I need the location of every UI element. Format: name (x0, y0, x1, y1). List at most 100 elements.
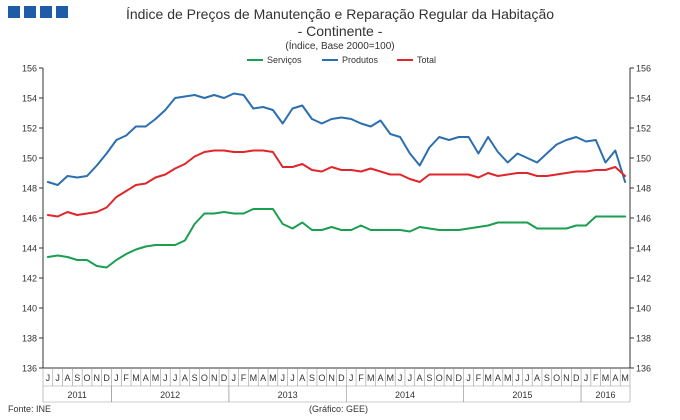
month-tick-label: O (553, 373, 560, 383)
month-tick-label: M (269, 373, 277, 383)
series-line-total (46, 149, 627, 218)
month-tick-label: J (46, 373, 51, 383)
y-tick-label-right: 142 (636, 274, 651, 284)
y-tick-label-right: 148 (636, 184, 651, 194)
y-tick-label-right: 140 (636, 304, 651, 314)
month-tick-label: M (152, 373, 160, 383)
month-tick-label: J (466, 373, 471, 383)
y-tick-label-left: 146 (22, 214, 37, 224)
y-tick-label-right: 144 (636, 244, 651, 254)
month-tick-label: M (484, 373, 492, 383)
y-tick-label-right: 152 (636, 124, 651, 134)
month-tick-label: N (94, 373, 101, 383)
legend-label: Total (417, 55, 436, 65)
month-tick-label: O (84, 373, 91, 383)
ine-logo-icon (8, 6, 68, 18)
month-tick-label: A (612, 373, 618, 383)
month-tick-label: N (328, 373, 335, 383)
year-label: 2014 (395, 390, 415, 400)
month-tick-label: J (584, 373, 589, 383)
month-tick-label: A (299, 373, 305, 383)
month-tick-label: S (544, 373, 550, 383)
month-tick-label: J (515, 373, 520, 383)
month-tick-label: S (426, 373, 432, 383)
chart-subtitle: - Continente - (297, 23, 383, 39)
month-tick-label: O (318, 373, 325, 383)
month-tick-label: M (132, 373, 140, 383)
month-tick-label: F (241, 373, 247, 383)
month-tick-label: J (398, 373, 403, 383)
month-tick-label: N (211, 373, 218, 383)
month-tick-label: S (309, 373, 315, 383)
month-tick-label: A (143, 373, 149, 383)
month-tick-label: J (55, 373, 60, 383)
month-tick-label: D (456, 373, 463, 383)
month-tick-label: J (525, 373, 530, 383)
year-label: 2012 (160, 390, 180, 400)
year-label: 2011 (68, 390, 87, 400)
month-tick-label: A (495, 373, 501, 383)
month-tick-label: F (593, 373, 599, 383)
month-tick-label: J (114, 373, 119, 383)
y-tick-label-left: 140 (22, 304, 37, 314)
y-tick-label-left: 148 (22, 184, 37, 194)
source-label: Fonte: INE (8, 404, 52, 414)
y-tick-label-right: 154 (636, 94, 651, 104)
chart-unit-label: (Índice, Base 2000=100) (285, 41, 395, 52)
month-tick-label: S (192, 373, 198, 383)
month-tick-label: A (64, 373, 70, 383)
year-label: 2013 (278, 390, 298, 400)
credit-label: (Gráfico: GEE) (309, 404, 369, 414)
y-tick-label-left: 152 (22, 124, 37, 134)
month-tick-label: D (103, 373, 110, 383)
month-tick-label: F (358, 373, 364, 383)
month-tick-label: J (163, 373, 168, 383)
year-label: 2015 (512, 390, 532, 400)
y-tick-label-right: 136 (636, 364, 651, 374)
month-tick-label: J (290, 373, 295, 383)
month-tick-label: A (534, 373, 540, 383)
legend-label: Serviços (267, 55, 302, 65)
y-tick-label-left: 142 (22, 274, 37, 284)
year-label: 2016 (596, 390, 616, 400)
month-tick-label: F (476, 373, 482, 383)
month-tick-label: F (123, 373, 129, 383)
month-tick-label: O (201, 373, 208, 383)
series-line-produtos (46, 92, 627, 186)
y-tick-label-left: 136 (22, 364, 37, 374)
legend-label: Produtos (342, 55, 379, 65)
month-tick-label: M (250, 373, 258, 383)
month-tick-label: N (446, 373, 453, 383)
month-tick-label: D (221, 373, 228, 383)
y-tick-label-right: 150 (636, 154, 651, 164)
month-tick-label: O (436, 373, 443, 383)
month-tick-label: N (563, 373, 570, 383)
month-tick-label: M (387, 373, 395, 383)
month-tick-label: S (74, 373, 80, 383)
month-tick-label: M (602, 373, 610, 383)
month-tick-label: D (573, 373, 580, 383)
month-tick-label: A (378, 373, 384, 383)
y-tick-label-left: 150 (22, 154, 37, 164)
y-tick-label-left: 144 (22, 244, 37, 254)
y-tick-label-left: 138 (22, 334, 37, 344)
month-tick-label: M (367, 373, 375, 383)
month-tick-label: A (260, 373, 266, 383)
month-tick-label: M (504, 373, 512, 383)
month-tick-label: J (232, 373, 237, 383)
month-tick-label: J (173, 373, 178, 383)
month-tick-label: J (349, 373, 354, 383)
month-tick-label: J (280, 373, 285, 383)
chart-title: Índice de Preços de Manutenção e Reparaç… (125, 6, 555, 22)
y-tick-label-right: 146 (636, 214, 651, 224)
month-tick-label: M (621, 373, 629, 383)
month-tick-label: A (417, 373, 423, 383)
series-line-servicos (46, 208, 627, 269)
y-tick-label-left: 154 (22, 94, 37, 104)
y-tick-label-right: 156 (636, 64, 651, 74)
y-tick-label-left: 156 (22, 64, 37, 74)
month-tick-label: D (338, 373, 345, 383)
y-tick-label-right: 138 (636, 334, 651, 344)
month-tick-label: A (182, 373, 188, 383)
